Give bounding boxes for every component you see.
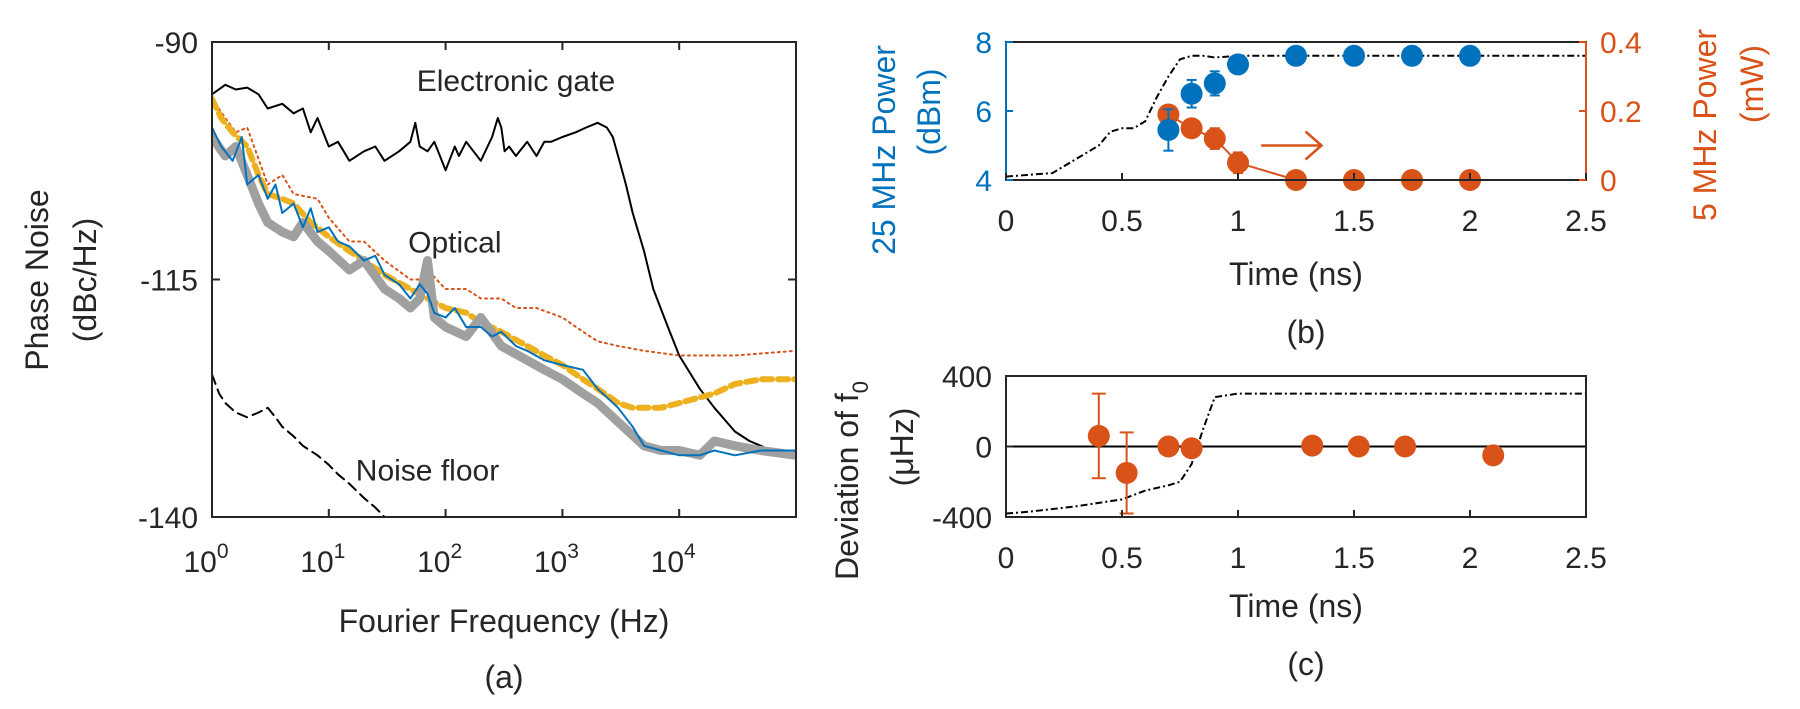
panel-b-xtick-label-2: 1 — [1230, 205, 1247, 238]
panel-c-plot-area — [1005, 392, 1586, 515]
panel-a-series-3-line — [212, 132, 796, 460]
panel-b-series-group — [1006, 44, 1586, 191]
panel-b-ytick-left-label-1: 6 — [975, 96, 992, 129]
panel-b-xlabel: Time (ns) — [1229, 256, 1363, 292]
panel-b-series-2-line — [1006, 54, 1586, 178]
panel-b-series-0-point-1 — [1180, 82, 1203, 105]
panel-c-xlabel: Time (ns) — [1229, 588, 1363, 624]
panel-a-xtick-label-3: 103 — [534, 540, 579, 579]
panel-b-ytick-left-label-2: 8 — [975, 27, 992, 60]
panel-b-ytick-right-label-0: 0 — [1600, 165, 1617, 198]
panel-b-series-1-point-3 — [1227, 151, 1249, 174]
panel-b-series-0-point-2 — [1203, 72, 1226, 95]
panel-b-xtick-label-0: 0 — [998, 205, 1015, 238]
panel-b-series-1-point-1 — [1180, 117, 1203, 140]
panel-a-series-2-line — [212, 96, 796, 411]
panel-b-xtick-label-4: 2 — [1462, 205, 1479, 238]
panel-c-xtick-label-5: 2.5 — [1565, 542, 1607, 575]
panel-b-ylabel-right-line1: 5 MHz Power — [1687, 29, 1723, 221]
panel-a-xlabel: Fourier Frequency (Hz) — [339, 603, 670, 639]
panel-a-plot-area — [212, 83, 796, 517]
panel-b-series-0-point-0 — [1157, 118, 1180, 141]
panel-a-xtick-label-1: 101 — [300, 540, 345, 579]
panel-c-xtick-label-3: 1.5 — [1333, 542, 1375, 575]
panel-b-ytick-left-label-0: 4 — [975, 165, 992, 198]
panel-c-series-0-point-6 — [1394, 435, 1417, 458]
panel-b-ylabel-left-line2: (dBm) — [911, 68, 947, 155]
panel-b-xtick-label-3: 1.5 — [1333, 205, 1375, 238]
panel-b-series-0-point-7 — [1459, 44, 1481, 67]
panel-b-ytick-right-label-1: 0.2 — [1600, 96, 1642, 129]
panel-a-series-group — [212, 83, 796, 517]
panel-c-series-0-point-7 — [1482, 444, 1505, 467]
panel-c-xtick-label-2: 1 — [1230, 542, 1247, 575]
panel-a-ytick-label-0: -90 — [155, 27, 198, 60]
panel-c-xtick-label-0: 0 — [998, 542, 1015, 575]
panel-c-ylabel-subscript: 0 — [848, 381, 873, 393]
panel-c-series-0-point-4 — [1301, 434, 1324, 457]
panel-b-xtick-label-5: 2.5 — [1565, 205, 1607, 238]
panel-b-label: (b) — [1286, 314, 1325, 350]
panel-b-plot-area — [1006, 44, 1586, 191]
panel-b-right-axis-arrow — [1261, 130, 1324, 161]
panel-b-series-0-point-6 — [1401, 44, 1423, 67]
panel-b-series-1-point-2 — [1203, 127, 1226, 150]
panel-a-series-1-line — [212, 98, 796, 357]
panel-a-series-4-line — [212, 126, 796, 457]
panel-c-label: (c) — [1287, 646, 1324, 682]
panel-c-xtick-label-4: 2 — [1462, 542, 1479, 575]
panel-c-series-0-point-3 — [1180, 437, 1203, 460]
panel-a-ylabel-line2: (dBc/Hz) — [67, 218, 103, 342]
panel-c-series-0-point-5 — [1347, 435, 1370, 458]
panel-c-ylabel-text: Deviation of f — [829, 393, 865, 580]
panel-a-series-5-line — [212, 373, 386, 517]
panel-b-ticks: 0 0.5 1 1.5 2 2.5 4 6 8 0 0.2 0.4 — [975, 27, 1641, 238]
panel-a-annotations: Electronic gate Optical Noise floor — [356, 65, 615, 488]
panel-c-ylabel-line1: Deviation of f0 — [829, 381, 873, 580]
panel-a-label: (a) — [484, 659, 523, 695]
panel-c-series-0-point-0 — [1087, 424, 1110, 447]
panel-a-ticks: 100 101 102 103 104 -90 -115 -140 — [138, 27, 796, 579]
panel-a-annotation-1: Optical — [408, 227, 501, 260]
panel-b-series-0-point-3 — [1227, 53, 1249, 76]
panel-c-series-0-point-2 — [1157, 435, 1180, 458]
panel-a-xtick-label-4: 104 — [651, 540, 696, 579]
panel-b-ylabel-right-line2: (mW) — [1734, 45, 1770, 123]
panel-c-ylabel-line2: (μHz) — [884, 408, 920, 487]
panel-c-series-1-line — [1005, 392, 1586, 515]
panel-b-power: 0 0.5 1 1.5 2 2.5 4 6 8 0 0.2 0.4 Time (ns) 25 MHz … — [866, 27, 1770, 350]
panel-b-xtick-label-1: 0.5 — [1101, 205, 1143, 238]
panel-b-axis-arrows — [1261, 130, 1324, 161]
panel-c-series-0-point-1 — [1115, 461, 1138, 484]
panel-c-ytick-label-1: 0 — [975, 432, 992, 465]
panel-a-phase-noise: 100 101 102 103 104 -90 -115 -140 Electronic ga… — [19, 27, 797, 695]
panel-a-xtick-label-0: 100 — [183, 540, 228, 579]
panel-a-annotation-0: Electronic gate — [417, 65, 615, 98]
panel-a-series-0-line — [212, 83, 796, 457]
panel-b-series-0-point-5 — [1343, 44, 1365, 67]
panel-c-ytick-label-0: -400 — [932, 502, 992, 535]
panel-b-ytick-right-label-2: 0.4 — [1600, 27, 1642, 60]
panel-a-xtick-label-2: 102 — [417, 540, 462, 579]
panel-b-series-0-point-4 — [1285, 44, 1307, 67]
panel-a-ytick-label-2: -140 — [138, 502, 198, 535]
panel-c-xtick-label-1: 0.5 — [1101, 542, 1143, 575]
panel-a-ytick-label-1: -115 — [140, 265, 198, 298]
panel-a-annotation-2: Noise floor — [356, 455, 499, 488]
panel-c-ytick-label-2: 400 — [942, 361, 992, 394]
panel-a-ylabel-line1: Phase Noise — [19, 189, 55, 370]
panel-b-ylabel-left-line1: 25 MHz Power — [866, 45, 902, 255]
